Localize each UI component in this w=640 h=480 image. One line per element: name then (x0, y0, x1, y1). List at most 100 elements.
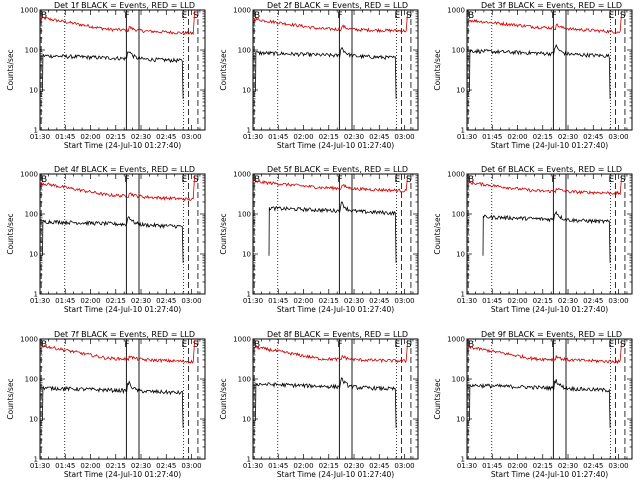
y-tick-label: 10 (242, 416, 251, 424)
x-tick-label: 02:30 (344, 462, 364, 470)
series-events (255, 377, 397, 428)
x-tick-label: 02:30 (131, 462, 151, 470)
x-tick-label: 02:00 (80, 133, 100, 141)
marker-e: E (182, 175, 188, 185)
x-axis-label: Start Time (24-Jul-10 01:27:40) (491, 305, 608, 314)
y-axis-label: Counts/sec (219, 49, 228, 90)
marker-b: B (254, 11, 260, 21)
y-tick-label: 10 (29, 87, 38, 95)
marker-b: B (41, 11, 47, 21)
x-tick-label: 01:30 (457, 462, 477, 470)
x-tick-label: 01:45 (268, 297, 288, 305)
marker-s: S (193, 175, 199, 185)
x-axis-label: Start Time (24-Jul-10 01:27:40) (491, 470, 608, 479)
x-tick-label: 01:45 (268, 133, 288, 141)
y-axis-label: Counts/sec (433, 213, 442, 254)
plot-frame (466, 173, 633, 295)
x-tick-label: 01:30 (457, 133, 477, 141)
x-tick-label: 02:45 (583, 462, 603, 470)
marker-e: E (395, 175, 401, 185)
y-tick-label: 10 (242, 87, 251, 95)
series-events (42, 380, 184, 428)
marker-e: E (182, 340, 188, 350)
x-tick-label: 02:30 (344, 297, 364, 305)
panel-9: Det 9f BLACK = Events, RED = LLD 1 10 100 10… (433, 330, 633, 479)
plot-frame (252, 173, 419, 295)
series-events (42, 51, 184, 99)
panel-4: Det 4f BLACK = Events, RED = LLD 1 10 100 10… (6, 165, 206, 314)
panel-title: Det 2f BLACK = Events, RED = LLD (267, 1, 408, 10)
x-tick-label: 02:00 (80, 297, 100, 305)
x-tick-label: 01:45 (55, 133, 75, 141)
panel-title: Det 3f BLACK = Events, RED = LLD (481, 1, 622, 10)
x-tick-label: 01:30 (457, 297, 477, 305)
marker-b: B (254, 175, 260, 185)
panel-title: Det 4f BLACK = Events, RED = LLD (54, 165, 195, 174)
x-tick-label: 02:45 (583, 297, 603, 305)
marker-s: S (406, 175, 412, 185)
y-tick-label: 100 (452, 211, 465, 219)
x-tick-label: 03:00 (608, 297, 628, 305)
marker-b: B (468, 340, 474, 350)
y-tick-label: 1000 (20, 336, 38, 344)
y-tick-label: 100 (238, 211, 251, 219)
plot-frame (466, 9, 633, 131)
x-tick-label: 02:45 (369, 462, 389, 470)
x-tick-label: 02:00 (507, 297, 527, 305)
x-tick-label: 02:00 (293, 297, 313, 305)
series-events (255, 47, 397, 99)
x-tick-label: 02:45 (156, 133, 176, 141)
x-tick-label: 01:30 (30, 133, 50, 141)
marker-f: F (337, 340, 342, 350)
x-tick-label: 02:00 (507, 133, 527, 141)
x-tick-label: 02:45 (156, 462, 176, 470)
x-axis-label: Start Time (24-Jul-10 01:27:40) (277, 470, 394, 479)
x-tick-label: 02:30 (131, 133, 151, 141)
x-tick-label: 02:30 (344, 133, 364, 141)
y-tick-label: 100 (238, 376, 251, 384)
marker-e: E (609, 175, 615, 185)
marker-e: E (395, 11, 401, 21)
panel-title: Det 5f BLACK = Events, RED = LLD (267, 165, 408, 174)
y-tick-label: 1 (461, 291, 465, 299)
x-tick-label: 02:15 (319, 297, 339, 305)
panel-2: Det 2f BLACK = Events, RED = LLD 1 10 100 10… (219, 1, 419, 150)
y-tick-label: 10 (456, 416, 465, 424)
y-tick-label: 10 (456, 87, 465, 95)
panel-1: Det 1f BLACK = Events, RED = LLD 1 10 100 10… (6, 1, 206, 150)
marker-f: F (551, 11, 556, 21)
marker-e: E (395, 340, 401, 350)
y-tick-label: 1 (34, 291, 38, 299)
x-tick-label: 02:15 (533, 462, 553, 470)
x-tick-label: 02:15 (106, 133, 126, 141)
x-tick-label: 02:00 (80, 462, 100, 470)
x-tick-label: 02:45 (369, 133, 389, 141)
panel-title: Det 7f BLACK = Events, RED = LLD (54, 330, 195, 339)
marker-s: S (620, 340, 626, 350)
y-tick-label: 1000 (233, 7, 251, 15)
plot-frame (39, 338, 206, 460)
marker-f: F (124, 11, 129, 21)
y-tick-label: 10 (242, 251, 251, 259)
x-tick-label: 02:15 (533, 133, 553, 141)
y-tick-label: 10 (29, 416, 38, 424)
series-lld (252, 10, 409, 34)
x-tick-label: 02:00 (293, 133, 313, 141)
x-tick-label: 02:00 (293, 462, 313, 470)
y-tick-label: 1 (34, 456, 38, 464)
y-tick-label: 100 (25, 47, 38, 55)
x-axis-label: Start Time (24-Jul-10 01:27:40) (491, 141, 608, 150)
x-tick-label: 01:30 (243, 297, 263, 305)
marker-b: B (468, 11, 474, 21)
x-tick-label: 01:30 (243, 462, 263, 470)
x-tick-label: 02:30 (558, 297, 578, 305)
panel-3: Det 3f BLACK = Events, RED = LLD 1 10 100 10… (433, 1, 633, 150)
marker-b: B (41, 175, 47, 185)
x-tick-label: 03:00 (394, 462, 414, 470)
x-tick-label: 01:45 (55, 462, 75, 470)
series-lld (39, 339, 196, 364)
y-tick-label: 100 (452, 47, 465, 55)
marker-e: E (609, 11, 615, 21)
x-tick-label: 02:15 (106, 297, 126, 305)
